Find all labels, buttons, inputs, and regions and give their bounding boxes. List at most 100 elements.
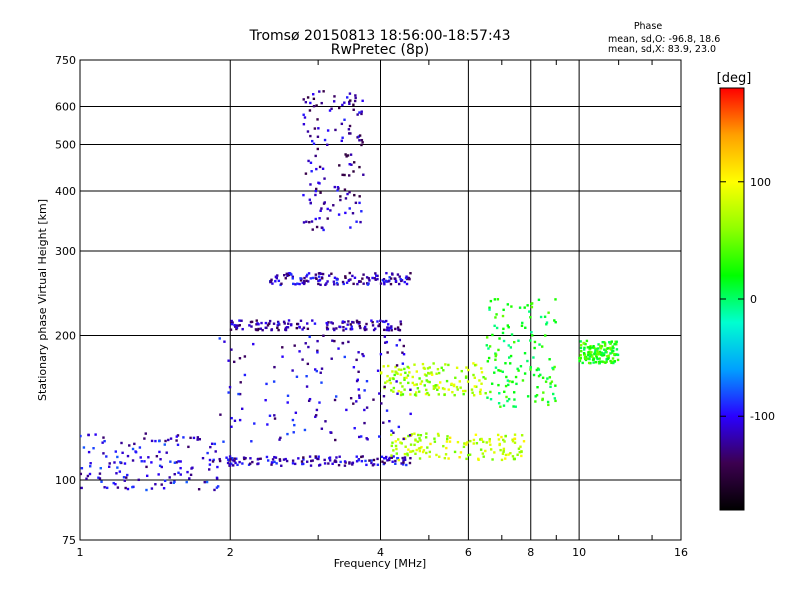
echo-point xyxy=(448,440,452,443)
echo-point xyxy=(579,356,583,360)
echo-point xyxy=(287,322,290,325)
echo-point xyxy=(488,308,491,311)
echo-point xyxy=(306,130,310,133)
echo-point xyxy=(270,463,273,466)
echo-point xyxy=(521,321,524,325)
echo-point xyxy=(328,274,331,277)
echo-point xyxy=(356,282,359,286)
echo-point xyxy=(115,472,118,475)
echo-point xyxy=(309,161,313,164)
echo-point xyxy=(317,455,320,458)
y-tick-label: 400 xyxy=(55,185,76,198)
echo-point xyxy=(144,432,147,435)
echo-point xyxy=(329,431,332,434)
echo-point xyxy=(363,325,367,329)
echo-point xyxy=(465,443,468,446)
echo-point xyxy=(277,279,281,283)
echo-point xyxy=(526,395,530,398)
echo-point xyxy=(389,381,392,385)
echo-point xyxy=(543,315,547,318)
echo-point xyxy=(514,405,517,408)
echo-point xyxy=(395,344,398,347)
echo-point xyxy=(390,454,393,457)
echo-point xyxy=(255,319,258,322)
echo-point xyxy=(121,451,124,455)
echo-point xyxy=(278,459,282,462)
echo-point xyxy=(504,384,508,388)
echo-point xyxy=(302,456,305,459)
echo-point xyxy=(213,488,216,492)
echo-point xyxy=(413,432,416,435)
echo-point xyxy=(404,276,408,280)
echo-point xyxy=(548,376,552,379)
echo-point xyxy=(596,357,599,361)
echo-point xyxy=(365,406,369,409)
echo-point xyxy=(341,173,344,177)
echo-point xyxy=(388,326,391,329)
echo-point xyxy=(357,280,361,284)
echo-point xyxy=(356,320,359,324)
echo-point xyxy=(341,280,345,284)
echo-point xyxy=(534,400,537,403)
echo-point xyxy=(493,298,497,301)
echo-point xyxy=(332,100,336,103)
y-tick-label: 600 xyxy=(55,101,76,114)
echo-point xyxy=(405,463,408,467)
echo-point xyxy=(268,414,272,417)
echo-point xyxy=(596,350,599,353)
echo-point xyxy=(218,459,222,463)
echo-point xyxy=(489,398,493,401)
echo-point xyxy=(286,274,289,277)
echo-point xyxy=(235,326,239,330)
echo-point xyxy=(243,373,247,377)
echo-point xyxy=(611,357,615,360)
echo-point xyxy=(309,101,312,105)
echo-point xyxy=(343,188,347,191)
echo-point xyxy=(349,323,352,326)
echo-point xyxy=(250,325,253,328)
echo-point xyxy=(186,470,189,474)
echo-point xyxy=(418,390,421,393)
echo-point xyxy=(353,161,356,164)
echo-point xyxy=(290,273,293,276)
echo-point xyxy=(176,443,180,447)
echo-point xyxy=(306,96,310,99)
echo-point xyxy=(306,322,309,325)
echo-point xyxy=(606,357,610,361)
echo-point xyxy=(398,275,401,278)
echo-point xyxy=(229,328,233,331)
echo-point xyxy=(516,367,519,371)
echo-point xyxy=(158,439,161,443)
echo-point xyxy=(265,455,269,459)
echo-point xyxy=(324,283,327,287)
echo-point xyxy=(550,380,554,383)
chart-title: Tromsø 20150813 18:56:00-18:57:43 xyxy=(249,28,511,44)
echo-point xyxy=(438,381,442,384)
echo-point xyxy=(276,326,279,330)
echo-point xyxy=(317,464,321,467)
echo-point xyxy=(542,391,545,394)
echo-point xyxy=(305,220,308,223)
echo-point xyxy=(488,306,491,309)
echo-point xyxy=(604,361,607,364)
echo-point xyxy=(455,366,459,369)
echo-point xyxy=(309,201,312,205)
echo-point xyxy=(102,452,105,455)
echo-point xyxy=(337,463,341,467)
echo-point xyxy=(301,328,304,331)
echo-point xyxy=(233,360,236,364)
echo-point xyxy=(523,306,526,309)
echo-point xyxy=(406,374,410,377)
echo-point xyxy=(179,466,182,470)
echo-point xyxy=(612,349,615,353)
echo-point xyxy=(382,281,386,284)
echo-point xyxy=(420,445,423,449)
echo-point xyxy=(249,457,252,460)
echo-point xyxy=(386,327,390,330)
echo-point xyxy=(118,470,122,473)
echo-point xyxy=(233,457,236,460)
echo-point xyxy=(281,355,284,358)
echo-point xyxy=(365,276,369,279)
echo-point xyxy=(316,349,319,352)
echo-point xyxy=(296,282,299,285)
